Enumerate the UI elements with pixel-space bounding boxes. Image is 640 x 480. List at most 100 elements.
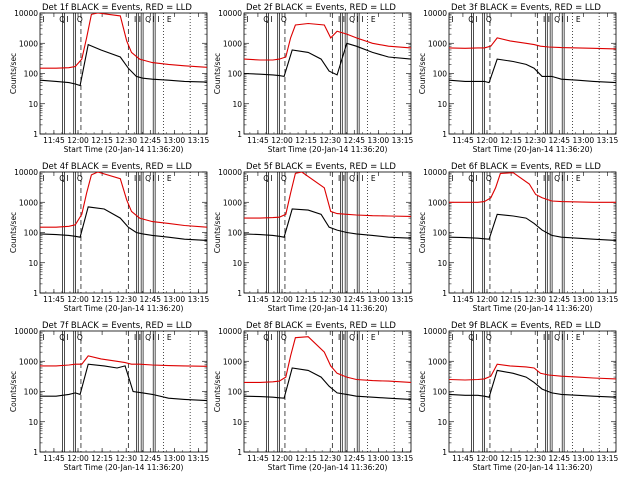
marker-glyph: I [361, 174, 363, 183]
y-tick-label: 1 [237, 130, 242, 139]
marker-glyph: I [475, 174, 477, 183]
marker-glyph: I [42, 15, 44, 24]
plot-frame [39, 12, 208, 135]
x-tick-label: 13:15 [188, 295, 210, 304]
marker-glyph: I [152, 333, 154, 342]
y-tick-label: 100 [228, 229, 243, 238]
x-tick-label: 13:15 [188, 454, 210, 463]
x-tick-label: 12:30 [319, 295, 341, 304]
marker-glyph: Q [468, 333, 474, 342]
marker-glyph: I [246, 333, 248, 342]
panel-title: Det 6f BLACK = Events, RED = LLD [451, 162, 601, 172]
y-axis-label: Counts/sec [9, 212, 18, 253]
y-tick-label: 10000 [218, 327, 242, 336]
x-tick-label: 12:15 [500, 136, 522, 145]
marker-glyph: Q [281, 15, 287, 24]
marker-glyph: I [157, 174, 159, 183]
marker-glyph: Q [59, 15, 65, 24]
y-tick-label: 10 [28, 100, 38, 109]
y-tick-label: 1000 [19, 39, 38, 48]
marker-glyph: I [548, 333, 550, 342]
series-line-lld [244, 172, 411, 219]
marker-glyph: Q [486, 15, 492, 24]
series-group [244, 172, 411, 239]
marker-glyph: I [361, 15, 363, 24]
series-line-lld [244, 22, 411, 61]
x-tick-label: 12:00 [271, 295, 293, 304]
y-tick-label: 10000 [14, 9, 38, 18]
x-tick-label: 13:15 [392, 136, 414, 145]
x-tick-label: 11:45 [43, 454, 65, 463]
marker-glyph: I [338, 333, 340, 342]
marker-glyph: Q [263, 333, 269, 342]
series-line-events [40, 206, 207, 241]
x-tick-label: 11:45 [43, 295, 65, 304]
x-tick-label: 13:00 [164, 295, 186, 304]
series-line-events [449, 58, 616, 84]
x-tick-label: 12:45 [343, 136, 365, 145]
x-axis-label: Start Time (20-Jan-14 11:36:20) [268, 145, 388, 154]
y-tick-label: 10 [437, 259, 447, 268]
y-axis-label: Counts/sec [418, 212, 427, 253]
series-group [244, 336, 411, 400]
marker-glyph: I [561, 15, 563, 24]
x-tick-label: 12:15 [500, 295, 522, 304]
x-tick-label: 13:00 [368, 136, 390, 145]
marker-glyph: Q [349, 174, 355, 183]
marker-glyph: I [246, 15, 248, 24]
series-line-lld [40, 355, 207, 367]
marker-glyph: I [561, 333, 563, 342]
marker-glyph: Q [554, 174, 560, 183]
y-tick-label: 10000 [423, 327, 447, 336]
marker-glyph: Q [263, 174, 269, 183]
marker-glyph: Q [77, 174, 83, 183]
marker-glyph: I [134, 174, 136, 183]
y-tick-label: 1000 [428, 198, 447, 207]
marker-glyph: Q [554, 15, 560, 24]
x-tick-label: 12:15 [295, 136, 317, 145]
y-tick-label: 100 [24, 229, 39, 238]
marker-glyph: I [343, 15, 345, 24]
x-tick-label: 13:00 [368, 454, 390, 463]
x-tick-label: 13:15 [392, 295, 414, 304]
series-line-lld [40, 13, 207, 69]
marker-glyph: Q [77, 15, 83, 24]
marker-glyph: I [451, 174, 453, 183]
y-tick-label: 1 [237, 289, 242, 298]
panel-title: Det 3f BLACK = Events, RED = LLD [451, 3, 601, 13]
x-tick-label: 13:00 [573, 454, 595, 463]
marker-glyph: I [451, 15, 453, 24]
marker-glyph: I [561, 174, 563, 183]
x-tick-label: 11:45 [452, 136, 474, 145]
y-tick-label: 1 [442, 289, 447, 298]
series-line-lld [244, 336, 411, 383]
x-axis-label: Start Time (20-Jan-14 11:36:20) [64, 463, 184, 472]
y-tick-label: 10000 [218, 9, 242, 18]
y-tick-label: 1000 [223, 357, 242, 366]
marker-glyph: I [134, 333, 136, 342]
marker-glyph: I [548, 15, 550, 24]
x-tick-label: 13:15 [597, 454, 619, 463]
y-tick-label: 1 [237, 448, 242, 457]
panel-det-2: Det 2f BLACK = Events, RED = LLD 1 10 100 10… [213, 3, 413, 154]
panel-title: Det 1f BLACK = Events, RED = LLD [42, 3, 192, 13]
panel-det-9: Det 9f BLACK = Events, RED = LLD 1 10 100 10… [418, 321, 618, 472]
marker-glyph: Q [59, 174, 65, 183]
x-tick-label: 11:45 [452, 454, 474, 463]
y-tick-label: 10 [437, 418, 447, 427]
y-tick-label: 1 [33, 130, 38, 139]
x-tick-label: 12:45 [548, 136, 570, 145]
marker-glyph: Q [59, 333, 65, 342]
series-line-events [40, 43, 207, 87]
series-group [244, 22, 411, 78]
x-tick-label: 12:15 [91, 295, 113, 304]
marker-glyph: Q [554, 333, 560, 342]
marker-glyph: I [66, 333, 68, 342]
marker-glyph: I [66, 15, 68, 24]
y-tick-label: 1 [442, 130, 447, 139]
marker-glyph: I [139, 15, 141, 24]
x-axis-label: Start Time (20-Jan-14 11:36:20) [268, 463, 388, 472]
x-tick-label: 12:30 [319, 454, 341, 463]
y-tick-label: 1 [33, 289, 38, 298]
marker-glyph: I [451, 333, 453, 342]
